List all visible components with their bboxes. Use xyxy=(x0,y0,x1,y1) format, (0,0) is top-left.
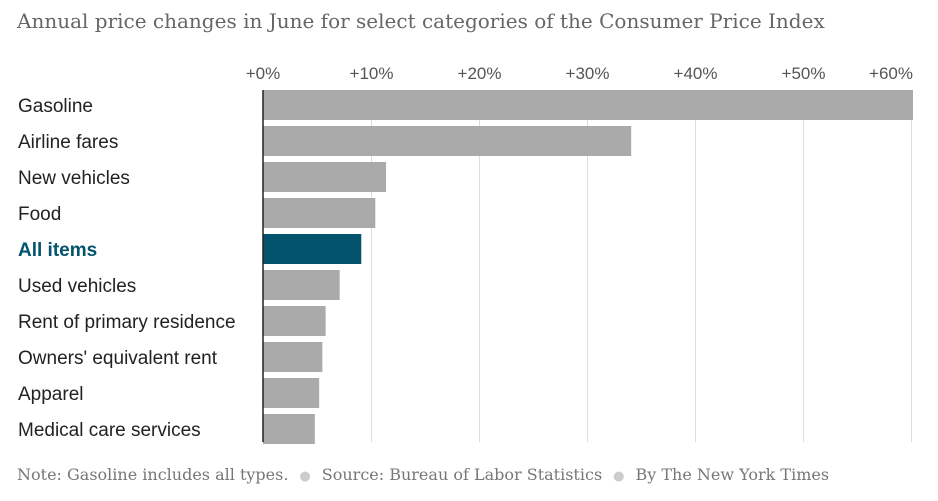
x-tick-label: +60% xyxy=(869,64,913,83)
bars xyxy=(263,90,913,444)
footer-credit: By The New York Times xyxy=(635,465,830,484)
bar xyxy=(263,306,326,336)
bar xyxy=(263,378,320,408)
category-labels: Gasoline Airline fares New vehicles Food All… xyxy=(18,96,236,441)
separator-dot: ● xyxy=(613,469,625,484)
bar xyxy=(263,414,315,444)
category-label: Apparel xyxy=(18,384,84,405)
x-tick-label: +40% xyxy=(674,64,718,83)
chart-title: Annual price changes in June for select … xyxy=(17,9,825,33)
x-axis-ticks: +0% +10% +20% +30% +40% +50% +60% xyxy=(246,64,913,83)
bar xyxy=(263,198,376,228)
bar xyxy=(263,126,632,156)
separator-dot: ● xyxy=(299,469,311,484)
category-label: Used vehicles xyxy=(18,276,136,297)
x-tick-label: +20% xyxy=(458,64,502,83)
category-label: New vehicles xyxy=(18,168,130,189)
bar xyxy=(263,342,323,372)
bar xyxy=(263,270,340,300)
category-label: All items xyxy=(18,240,97,261)
bar xyxy=(263,162,387,192)
bar xyxy=(263,90,913,120)
category-label: Medical care services xyxy=(18,420,201,441)
category-label: Gasoline xyxy=(18,96,93,117)
footer-note: Note: Gasoline includes all types. xyxy=(17,465,289,484)
footer-source: Source: Bureau of Labor Statistics xyxy=(321,465,603,484)
bar xyxy=(263,234,362,264)
category-label: Owners' equivalent rent xyxy=(18,348,218,369)
x-tick-label: +50% xyxy=(782,64,826,83)
category-label: Airline fares xyxy=(18,132,118,153)
footer: Note: Gasoline includes all types. ● Sourc… xyxy=(17,465,829,484)
x-tick-label: +0% xyxy=(246,64,281,83)
x-tick-label: +30% xyxy=(566,64,610,83)
x-tick-label: +10% xyxy=(350,64,394,83)
category-label: Food xyxy=(18,204,61,225)
category-label: Rent of primary residence xyxy=(18,312,236,333)
